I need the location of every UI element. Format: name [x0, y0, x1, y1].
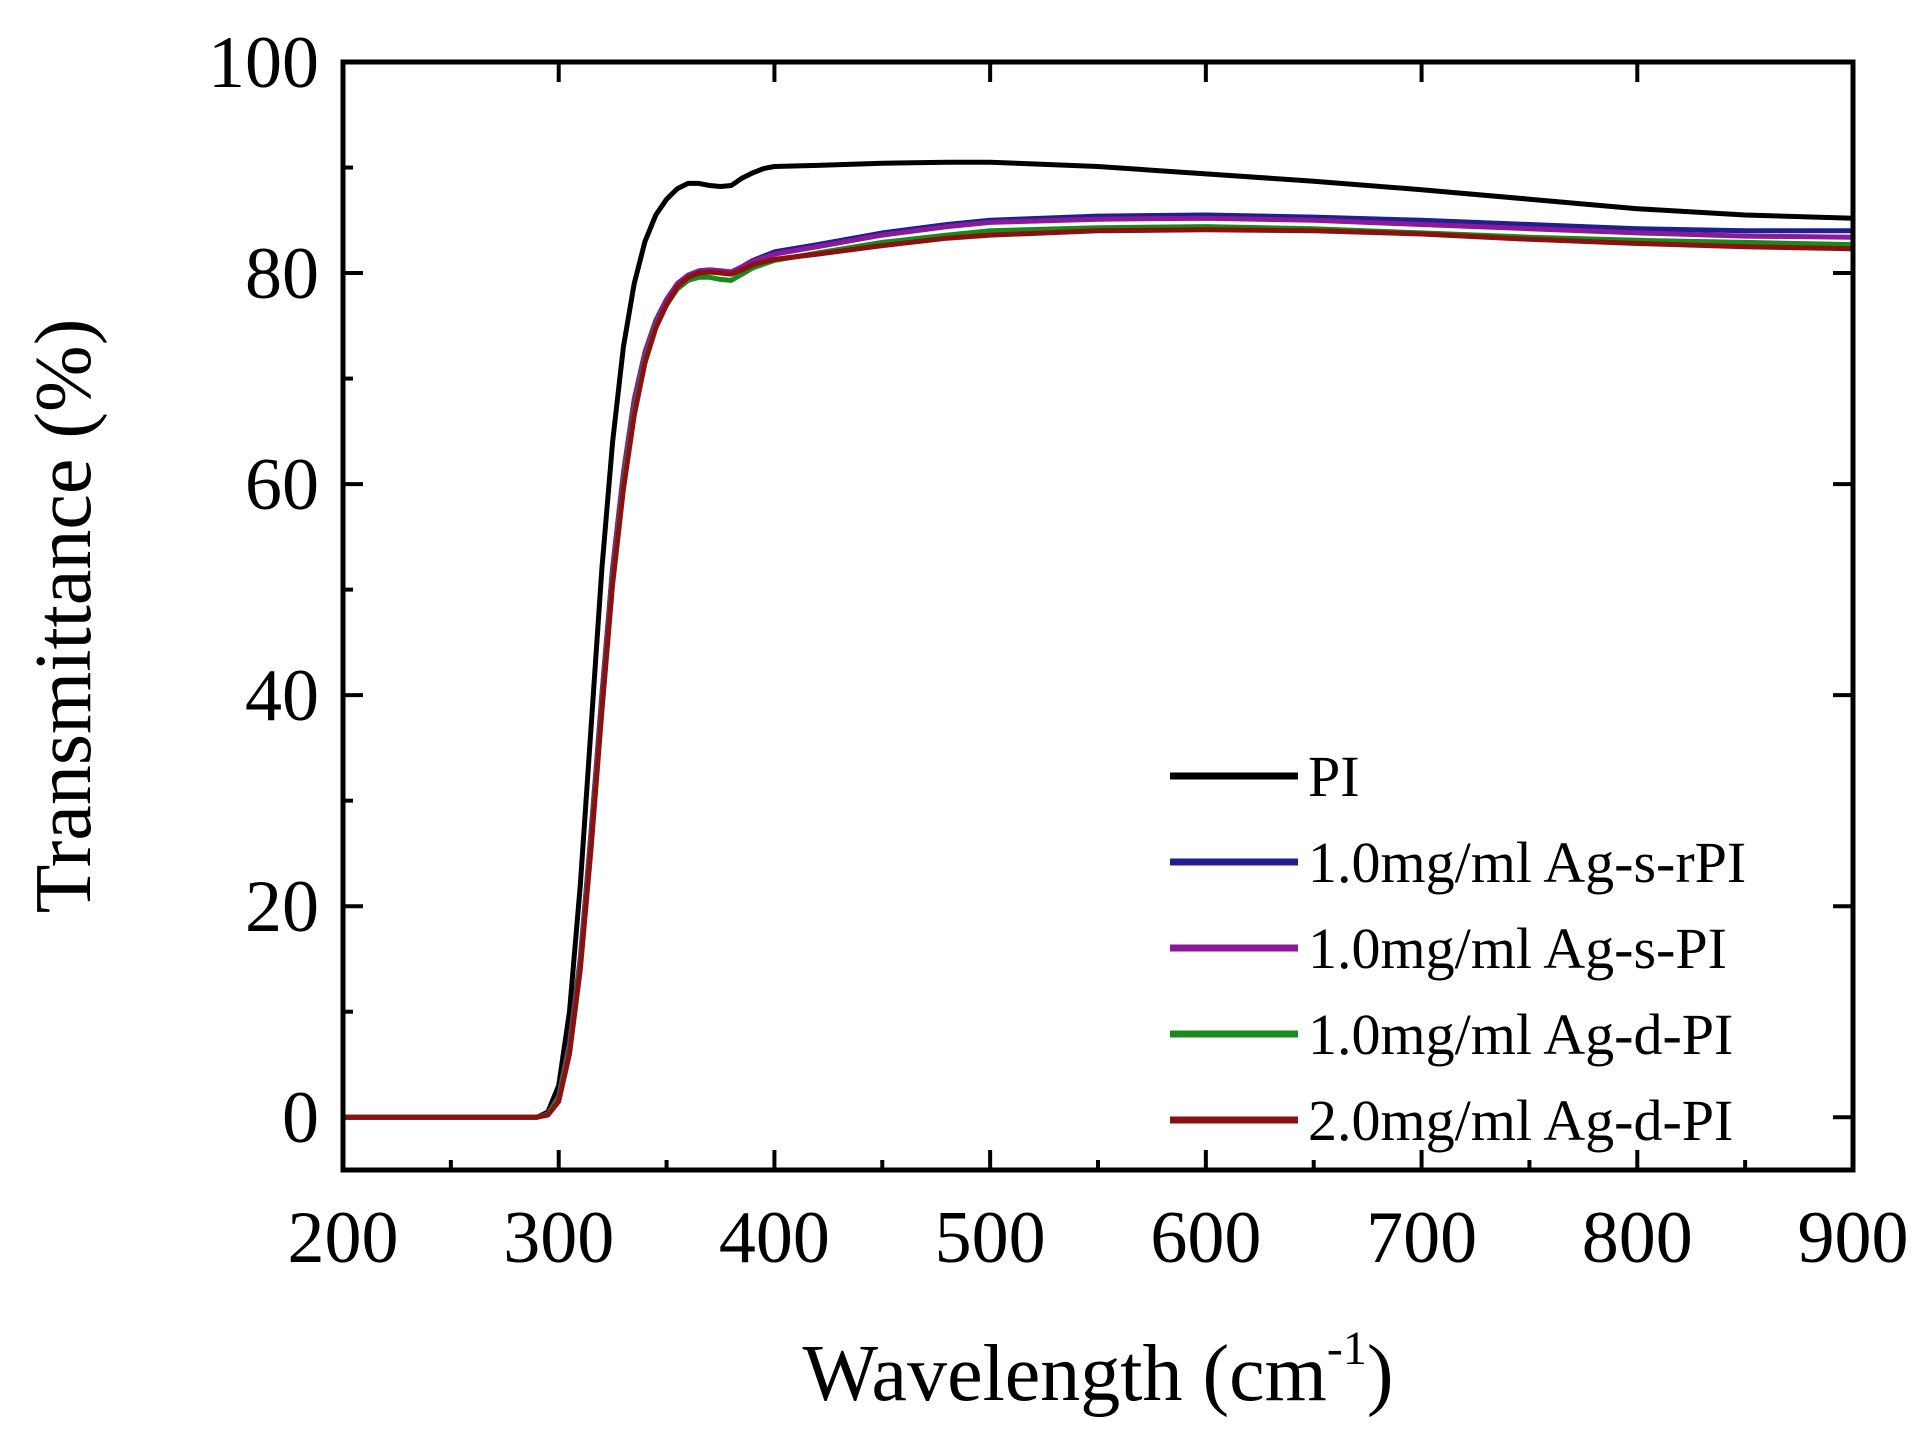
x-axis-title-suffix: ): [1367, 1330, 1394, 1418]
legend-label: 1.0mg/ml Ag-s-rPI: [1308, 830, 1746, 895]
x-tick-label: 600: [1150, 1197, 1261, 1279]
series-layer: [340, 159, 1856, 1120]
x-tick-label: 800: [1582, 1197, 1693, 1279]
x-tick-label: 200: [288, 1197, 399, 1279]
series-line-1: [340, 159, 1856, 1120]
series-line-5: [340, 227, 1856, 1120]
plot-frame: [340, 59, 1856, 1173]
legend-label: 1.0mg/ml Ag-d-PI: [1308, 1002, 1733, 1067]
x-tick-label: 300: [503, 1197, 614, 1279]
x-tick-label: 400: [719, 1197, 830, 1279]
series-line-2: [340, 212, 1856, 1120]
tick-labels: 200 300 400 500 600 700 800 900 0 20 40 60 80 100: [208, 22, 1909, 1279]
x-axis-title-superscript: -1: [1327, 1322, 1367, 1375]
x-tick-label: 700: [1366, 1197, 1477, 1279]
y-tick-label: 20: [245, 866, 319, 948]
y-tick-label: 80: [245, 233, 319, 315]
y-tick-label: 40: [245, 655, 319, 737]
y-tick-label: 60: [245, 444, 319, 526]
x-axis-title-main: Wavelength (cm: [802, 1330, 1326, 1418]
x-tick-label: 900: [1798, 1197, 1909, 1279]
y-axis-title: Transmittance (%): [20, 319, 108, 914]
legend-label: 1.0mg/ml Ag-s-PI: [1308, 916, 1727, 981]
legend: PI 1.0mg/ml Ag-s-rPI 1.0mg/ml Ag-s-PI 1.0mg…: [1170, 744, 1746, 1153]
y-tick-label: 100: [208, 22, 319, 104]
legend-label: PI: [1308, 744, 1360, 809]
x-axis-title: Wavelength (cm-1): [802, 1322, 1393, 1418]
x-tick-label: 500: [935, 1197, 1046, 1279]
y-tick-label: 0: [282, 1077, 319, 1159]
legend-label: 2.0mg/ml Ag-d-PI: [1308, 1088, 1733, 1153]
